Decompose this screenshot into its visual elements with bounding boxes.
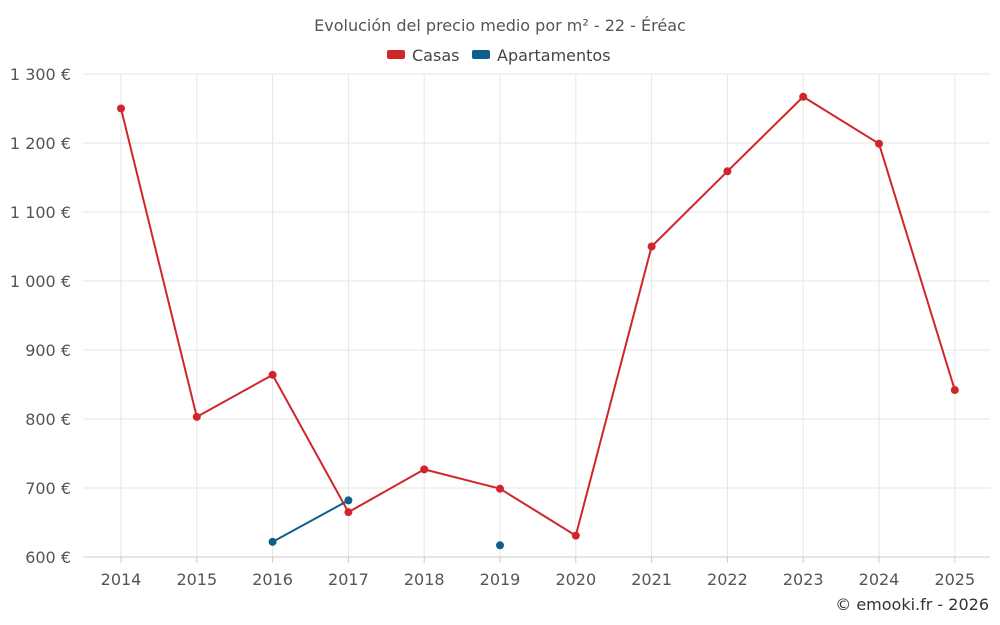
data-point[interactable] — [496, 484, 504, 493]
x-tick-label: 2022 — [707, 570, 748, 589]
chart-title: Evolución del precio medio por m² - 22 -… — [314, 16, 686, 35]
data-point[interactable] — [875, 139, 883, 148]
data-point[interactable] — [268, 370, 277, 379]
y-tick-label: 700 € — [25, 479, 71, 498]
x-tick-label: 2015 — [176, 570, 217, 589]
credit-text: © emooki.fr - 2026 — [835, 595, 989, 614]
data-point[interactable] — [950, 386, 959, 395]
legend-label[interactable]: Casas — [412, 46, 459, 65]
legend-swatch — [472, 50, 490, 59]
series-line — [272, 499, 349, 543]
data-point[interactable] — [799, 92, 808, 101]
x-tick-label: 2025 — [934, 570, 975, 589]
legend: Casas Apartamentos — [387, 46, 611, 65]
y-tick-label: 1 200 € — [10, 134, 71, 153]
x-tick-label: 2024 — [859, 570, 900, 589]
x-tick-label: 2018 — [404, 570, 445, 589]
series-line — [120, 95, 956, 537]
data-point[interactable] — [268, 537, 277, 546]
data-point[interactable] — [723, 167, 732, 176]
y-tick-label: 600 € — [25, 548, 71, 567]
y-tick-label: 1 100 € — [10, 203, 71, 222]
y-tick-label: 800 € — [25, 410, 71, 429]
series-layer — [117, 92, 959, 550]
legend-label[interactable]: Apartamentos — [497, 46, 611, 65]
series-casas — [117, 92, 959, 540]
legend-swatch — [387, 50, 405, 59]
data-point[interactable] — [344, 496, 353, 505]
y-tick-label: 1 000 € — [10, 272, 71, 291]
x-tick-label: 2016 — [252, 570, 293, 589]
x-tick-label: 2017 — [328, 570, 369, 589]
x-tick-label: 2021 — [631, 570, 672, 589]
data-point[interactable] — [192, 412, 201, 421]
x-tick-label: 2023 — [783, 570, 824, 589]
data-point[interactable] — [571, 531, 580, 540]
x-axis: 2014 2015 2016 2017 2018 2019 2020 2021 2022 2023… — [83, 556, 990, 589]
data-point[interactable] — [647, 242, 656, 251]
y-tick-label: 1 300 € — [10, 65, 71, 84]
data-point[interactable] — [117, 104, 125, 113]
x-tick-label: 2020 — [555, 570, 596, 589]
data-point[interactable] — [344, 508, 353, 517]
data-point[interactable] — [420, 465, 429, 474]
y-tick-label: 900 € — [25, 341, 71, 360]
series-apartamentos — [268, 496, 504, 550]
x-tick-label: 2014 — [101, 570, 142, 589]
x-tick-label: 2019 — [480, 570, 521, 589]
grid — [83, 73, 990, 558]
data-point[interactable] — [496, 541, 504, 550]
y-axis: 600 € 700 € 800 € 900 € 1 000 € 1 100 € 1 200 … — [10, 65, 71, 567]
